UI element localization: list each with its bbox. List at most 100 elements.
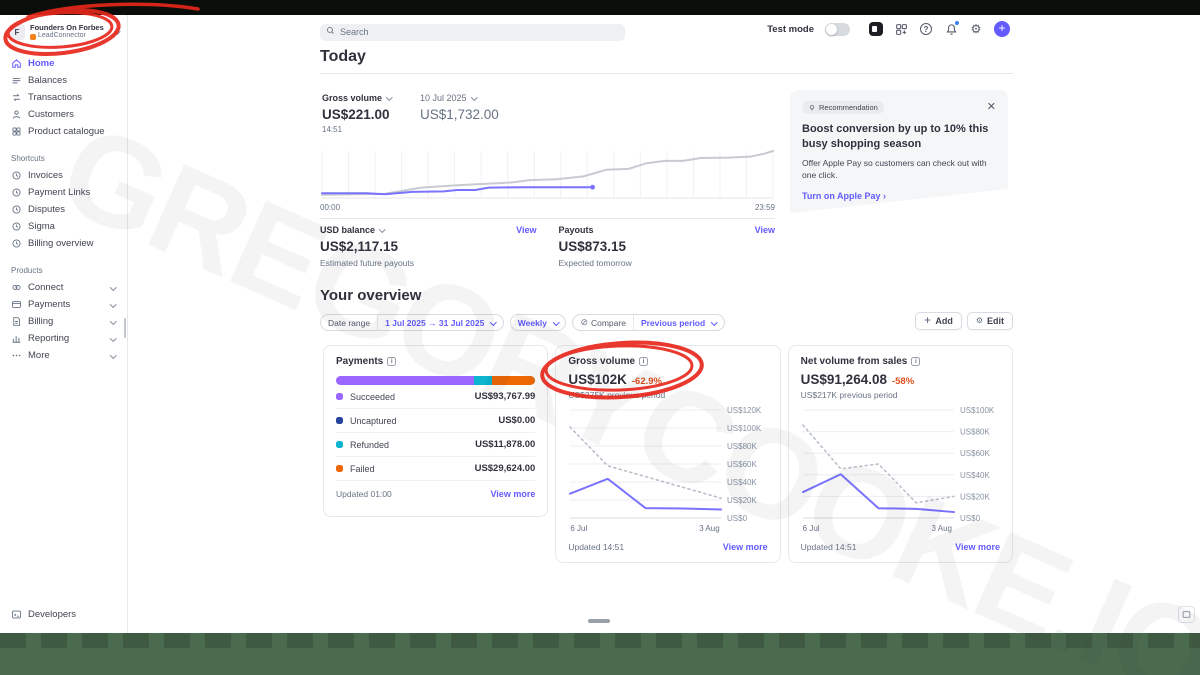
sidebar-item-home[interactable]: Home xyxy=(0,55,127,72)
usd-balance-subtext: Estimated future payouts xyxy=(320,258,415,268)
sidebar-item-transactions[interactable]: Transactions xyxy=(0,89,127,106)
gross-volume-card-title: Gross volume xyxy=(568,356,636,367)
x-tick-end: 3 Aug xyxy=(931,524,952,533)
bar-chart-icon xyxy=(11,333,22,344)
sidebar-item-connect[interactable]: Connect xyxy=(0,279,127,296)
net-volume-card-title: Net volume from sales xyxy=(800,356,908,367)
sidebar-nav: Home Balances Transactions Customers Pro… xyxy=(0,55,127,364)
sidebar-item-invoices[interactable]: Invoices xyxy=(0,167,127,184)
compare-date-dropdown[interactable]: 10 Jul 2025 xyxy=(420,93,499,103)
gross-volume-view-more-link[interactable]: View more xyxy=(722,542,768,552)
notifications-bell-icon[interactable] xyxy=(944,21,959,36)
usd-balance-dropdown[interactable]: USD balance xyxy=(320,225,386,235)
sidebar-item-label: Sigma xyxy=(28,221,55,233)
turn-on-apple-pay-link[interactable]: Turn on Apple Pay › xyxy=(802,191,887,202)
create-button[interactable]: + xyxy=(994,21,1010,37)
info-icon[interactable]: i xyxy=(387,357,397,366)
add-button[interactable]: + Add xyxy=(914,312,962,330)
sidebar-item-label: Billing xyxy=(28,316,54,328)
search-icon xyxy=(327,27,334,34)
svg-text:US$100K: US$100K xyxy=(727,424,762,433)
compare-value: Previous period xyxy=(640,317,706,328)
recommendation-body: Offer Apple Pay so customers can check o… xyxy=(802,157,987,180)
payments-row-refunded[interactable]: Refunded US$11,878.00 xyxy=(336,433,536,457)
divider xyxy=(320,73,1013,74)
catalogue-icon xyxy=(11,126,22,137)
net-volume-card: Net volume from sales i US$91,264.08 -58%… xyxy=(787,345,1013,563)
chevron-down-icon xyxy=(113,27,120,35)
sidebar-item-payments[interactable]: Payments xyxy=(0,296,127,313)
terminal-icon xyxy=(11,609,22,620)
sidebar-item-label: Payments xyxy=(28,299,71,311)
close-icon[interactable]: ✕ xyxy=(986,101,996,113)
notification-dot xyxy=(955,21,959,25)
terminal-icon xyxy=(1182,611,1191,618)
sidebar-item-label: Reporting xyxy=(28,333,70,345)
apps-grid-icon[interactable] xyxy=(894,22,908,36)
info-icon[interactable]: i xyxy=(639,357,649,366)
compare-filter[interactable]: ⊘ Compare Previous period xyxy=(572,314,725,331)
payments-row-uncaptured[interactable]: Uncaptured US$0.00 xyxy=(336,409,536,433)
help-icon[interactable]: ? xyxy=(919,22,933,36)
clock-icon xyxy=(11,204,22,215)
sidebar-item-label: Disputes xyxy=(28,204,65,216)
chevron-down-icon xyxy=(553,318,560,326)
sidebar-item-balances[interactable]: Balances xyxy=(0,72,127,89)
horizontal-scrollbar-thumb[interactable] xyxy=(588,619,610,623)
svg-text:US$0: US$0 xyxy=(960,514,981,523)
svg-text:US$40K: US$40K xyxy=(960,471,990,480)
payments-view-more-link[interactable]: View more xyxy=(490,489,536,499)
gross-volume-dropdown[interactable]: Gross volume xyxy=(322,93,393,103)
payments-row-failed[interactable]: Failed US$29,624.00 xyxy=(336,457,536,481)
sidebar-item-product-catalogue[interactable]: Product catalogue xyxy=(0,123,127,140)
sidebar-item-developers[interactable]: Developers xyxy=(0,606,127,623)
sidebar-item-customers[interactable]: Customers xyxy=(0,106,127,123)
sidebar-item-label: Developers xyxy=(28,609,77,620)
connect-icon xyxy=(11,282,22,293)
account-switcher[interactable]: F Founders On Forbes LeadConnector xyxy=(0,15,127,41)
chevron-down-icon xyxy=(109,301,116,308)
svg-text:US$20K: US$20K xyxy=(727,496,757,505)
sandbox-icon[interactable] xyxy=(869,22,883,36)
toggle-knob xyxy=(826,23,837,35)
sidebar-item-more[interactable]: More xyxy=(0,347,127,364)
payouts-view-link[interactable]: View xyxy=(754,225,775,235)
test-mode-toggle[interactable] xyxy=(825,22,850,36)
compare-icon: ⊘ xyxy=(580,317,588,328)
chevron-down-icon xyxy=(379,225,386,233)
invoice-icon xyxy=(11,316,22,327)
x-tick-start: 6 Jul xyxy=(570,524,588,533)
usd-balance-value: US$2,117.15 xyxy=(320,239,399,254)
sidebar-item-disputes[interactable]: Disputes xyxy=(0,201,127,218)
net-volume-view-more-link[interactable]: View more xyxy=(955,542,1000,552)
granularity-filter[interactable]: Weekly xyxy=(509,314,567,331)
sidebar-section-shortcuts: Shortcuts xyxy=(11,154,45,164)
account-avatar: F xyxy=(9,24,25,41)
usd-balance-view-link[interactable]: View xyxy=(516,225,537,235)
edit-button[interactable]: ⚙ Edit xyxy=(966,312,1013,330)
sidebar-item-payment-links[interactable]: Payment Links xyxy=(0,184,127,201)
sidebar-item-label: Invoices xyxy=(28,170,63,182)
svg-text:US$80K: US$80K xyxy=(727,442,757,451)
info-icon[interactable]: i xyxy=(911,357,921,366)
search-input[interactable] xyxy=(320,23,625,41)
date-range-filter[interactable]: Date range 1 Jul 2025 → 31 Jul 2025 xyxy=(320,314,504,331)
gross-volume-chart: 6 Jul 3 Aug US$120K US$100K US$80K US$60K US… xyxy=(568,404,767,534)
leadconnector-icon xyxy=(30,33,36,40)
payments-row-succeeded[interactable]: Succeeded US$93,767.99 xyxy=(336,385,536,409)
gross-volume-card: Gross volume i US$102K -62.9% US$275K pre… xyxy=(555,345,781,563)
lightbulb-icon xyxy=(809,104,815,110)
sidebar-item-billing-overview[interactable]: Billing overview xyxy=(0,235,127,252)
sidebar-item-billing[interactable]: Billing xyxy=(0,313,127,330)
sidebar-scrollbar[interactable] xyxy=(123,318,126,338)
payouts-value: US$873.15 xyxy=(558,239,627,254)
account-subtitle: LeadConnector xyxy=(38,32,86,40)
ellipsis-icon xyxy=(11,350,22,361)
sidebar-item-reporting[interactable]: Reporting xyxy=(0,330,127,347)
sidebar-item-sigma[interactable]: Sigma xyxy=(0,218,127,235)
legend-dot xyxy=(336,417,343,424)
settings-gear-icon[interactable]: ⚙ xyxy=(970,22,982,36)
console-corner-button[interactable] xyxy=(1178,606,1195,623)
payouts-label: Payouts xyxy=(558,225,594,235)
